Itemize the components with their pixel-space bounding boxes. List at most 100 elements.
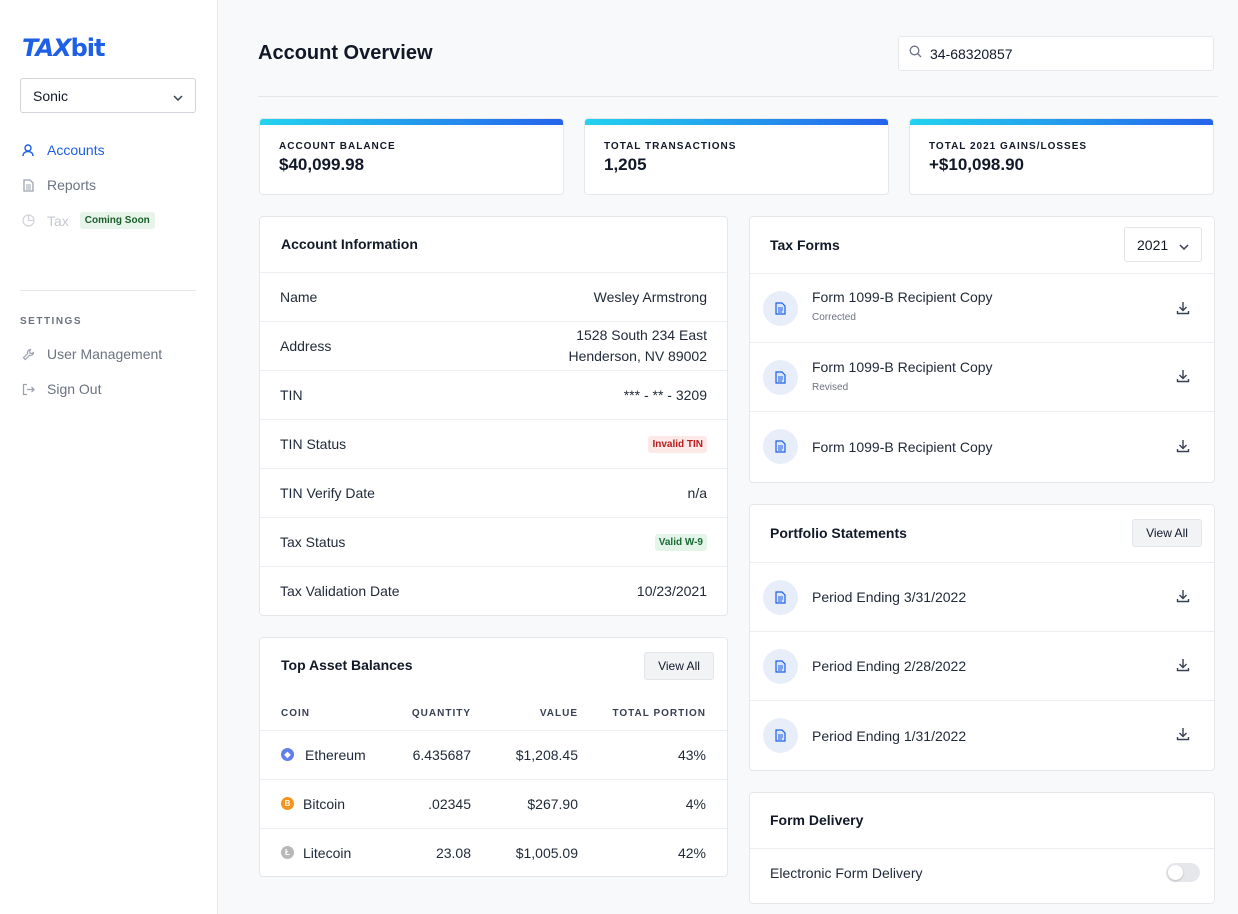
document-icon: [20, 177, 36, 193]
coin-value: $1,005.09: [515, 845, 578, 861]
info-label: Name: [280, 289, 318, 305]
tax-year-select[interactable]: 2021: [1124, 227, 1202, 262]
table-row[interactable]: Ł Litecoin 23.08 $1,005.09 42%: [260, 828, 727, 877]
form-delivery-card: Form Delivery Electronic Form Delivery: [749, 792, 1215, 904]
coin-name: Litecoin: [303, 845, 352, 861]
taxbit-logo[interactable]: TAXbit: [22, 34, 106, 62]
document-icon: [763, 718, 798, 753]
info-row-tin-verify-date: TIN Verify Date n/a: [260, 468, 727, 517]
nav-label-reports: Reports: [47, 177, 97, 193]
download-icon[interactable]: [1176, 658, 1190, 672]
user-icon: [20, 142, 36, 158]
search-box[interactable]: [898, 36, 1214, 71]
sign-out-icon: [20, 381, 36, 397]
info-value: 1528 South 234 East Henderson, NV 89002: [568, 325, 707, 367]
info-row-tin: TIN *** - ** - 3209: [260, 370, 727, 419]
card-title: Form Delivery: [770, 812, 864, 828]
document-icon: [763, 360, 798, 395]
document-icon: [763, 429, 798, 464]
settings-section-label: SETTINGS: [20, 316, 83, 327]
tax-year-value: 2021: [1137, 236, 1169, 253]
statement-name: Period Ending 2/28/2022: [812, 658, 967, 674]
stat-accent-bar: [585, 119, 888, 125]
info-value: *** - ** - 3209: [623, 387, 707, 403]
statement-row[interactable]: Period Ending 1/31/2022: [750, 700, 1214, 770]
form-name: Form 1099-B Recipient Copy: [812, 289, 993, 305]
logo-text-bit: bit: [70, 34, 106, 62]
download-icon[interactable]: [1176, 369, 1190, 383]
ethereum-icon: ◆: [281, 748, 294, 761]
stat-accent-bar: [260, 119, 563, 125]
stat-card-total-transactions: TOTAL TRANSACTIONS 1,205: [584, 118, 889, 195]
nav-label-sign-out: Sign Out: [47, 381, 102, 397]
account-information-card: Account Information Name Wesley Armstron…: [259, 216, 728, 616]
column-header-quantity: QUANTITY: [411, 708, 471, 719]
coin-portion: 43%: [677, 747, 706, 763]
info-value: n/a: [687, 485, 707, 501]
stat-label: TOTAL TRANSACTIONS: [604, 141, 737, 152]
form-status: Revised: [812, 382, 849, 393]
download-icon[interactable]: [1176, 439, 1190, 453]
tax-forms-card: Tax Forms 2021 Form 1099-B Recipient Cop…: [749, 216, 1215, 483]
form-status: Corrected: [812, 312, 856, 323]
toggle-knob: [1168, 865, 1183, 880]
document-icon: [763, 580, 798, 615]
info-row-tax-validation-date: Tax Validation Date 10/23/2021: [260, 566, 727, 615]
document-icon: [763, 649, 798, 684]
top-asset-balances-card: Top Asset Balances View All COIN QUANTIT…: [259, 637, 728, 877]
page-title: Account Overview: [258, 42, 433, 64]
logo-text-tax: TAX: [22, 34, 72, 62]
statement-row[interactable]: Period Ending 3/31/2022: [750, 562, 1214, 632]
account-select[interactable]: Sonic: [20, 78, 196, 113]
coin-quantity: .02345: [428, 796, 471, 812]
download-icon[interactable]: [1176, 727, 1190, 741]
search-input[interactable]: [930, 45, 1190, 62]
nav-item-reports[interactable]: Reports: [20, 177, 96, 193]
nav-item-tax: Tax Coming Soon: [20, 212, 155, 229]
coin-portion: 42%: [677, 845, 706, 861]
download-icon[interactable]: [1176, 589, 1190, 603]
card-title: Portfolio Statements: [770, 525, 907, 541]
stat-accent-bar: [910, 119, 1213, 125]
address-line-2: Henderson, NV 89002: [568, 348, 707, 364]
statement-row[interactable]: Period Ending 2/28/2022: [750, 631, 1214, 701]
card-title: Account Information: [281, 236, 418, 252]
tax-form-row[interactable]: Form 1099-B Recipient Copy Revised: [750, 342, 1214, 412]
info-row-name: Name Wesley Armstrong: [260, 272, 727, 321]
nav-item-accounts[interactable]: Accounts: [20, 142, 105, 158]
nav-label-user-management: User Management: [47, 346, 163, 362]
view-all-assets-button[interactable]: View All: [644, 652, 714, 680]
nav-label-accounts: Accounts: [47, 142, 105, 158]
info-row-tax-status: Tax Status Valid W-9: [260, 517, 727, 566]
stat-label: TOTAL 2021 GAINS/LOSSES: [929, 141, 1088, 152]
status-badge: Valid W-9: [654, 533, 707, 551]
coin-quantity: 6.435687: [412, 747, 471, 763]
info-row-address: Address 1528 South 234 East Henderson, N…: [260, 321, 727, 370]
view-all-statements-button[interactable]: View All: [1132, 519, 1202, 547]
status-badge: Invalid TIN: [648, 435, 707, 453]
address-line-1: 1528 South 234 East: [576, 327, 707, 343]
statement-name: Period Ending 3/31/2022: [812, 589, 967, 605]
coming-soon-badge: Coming Soon: [79, 212, 155, 229]
form-name: Form 1099-B Recipient Copy: [812, 359, 993, 375]
stat-card-gains-losses: TOTAL 2021 GAINS/LOSSES +$10,098.90: [909, 118, 1214, 195]
card-title: Tax Forms: [770, 237, 840, 253]
nav-label-tax: Tax: [47, 212, 69, 229]
table-row[interactable]: B Bitcoin .02345 $267.90 4%: [260, 779, 727, 828]
nav-item-user-management[interactable]: User Management: [20, 346, 162, 362]
info-value: 10/23/2021: [636, 583, 707, 599]
coin-value: $267.90: [527, 796, 578, 812]
coin-portion: 4%: [685, 796, 706, 812]
coin-quantity: 23.08: [435, 845, 471, 861]
tax-form-row[interactable]: Form 1099-B Recipient Copy: [750, 411, 1214, 481]
tax-form-row[interactable]: Form 1099-B Recipient Copy Corrected: [750, 273, 1214, 343]
column-header-coin: COIN: [281, 708, 310, 719]
chevron-down-icon: [173, 88, 183, 104]
nav-item-sign-out[interactable]: Sign Out: [20, 381, 101, 397]
table-row[interactable]: ◆ Ethereum 6.435687 $1,208.45 43%: [260, 730, 727, 779]
electronic-form-delivery-toggle[interactable]: [1166, 863, 1200, 882]
column-header-value: VALUE: [539, 708, 578, 719]
download-icon[interactable]: [1176, 301, 1190, 315]
pie-chart-icon: [20, 213, 36, 229]
info-label: TIN Status: [280, 436, 347, 452]
